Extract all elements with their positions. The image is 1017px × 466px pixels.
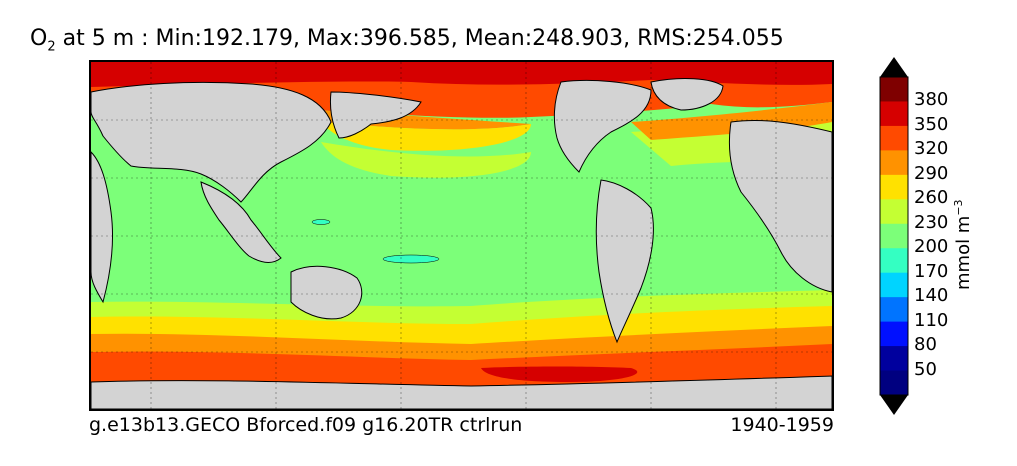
colorbar-under-triangle xyxy=(880,395,908,415)
colorbar-segment xyxy=(880,199,908,225)
low-o2-patch-pacific xyxy=(382,254,440,264)
land-greenland xyxy=(650,78,724,111)
title-subscript: 2 xyxy=(47,39,56,55)
band-south-350 xyxy=(481,366,638,382)
unit-exponent: −3 xyxy=(952,199,965,216)
colorbar-tick-label: 50 xyxy=(914,358,937,380)
colorbar-tick-label: 320 xyxy=(914,138,949,160)
low-o2-patch-west xyxy=(311,219,331,225)
colorbar-over-triangle xyxy=(880,57,908,77)
colorbar-tick-label: 380 xyxy=(914,89,949,111)
colorbar-segment xyxy=(880,125,908,151)
colorbar-tick-label: 290 xyxy=(914,162,949,184)
colorbar-tick-label: 260 xyxy=(914,187,949,209)
colorbar-segment xyxy=(880,346,908,372)
colorbar-segment xyxy=(880,101,908,127)
map-title: O2 at 5 m : Min:192.179, Max:396.585, Me… xyxy=(30,26,784,54)
run-name: g.e13b13.GECO Bforced.f09 g16.20TR ctrlr… xyxy=(89,414,523,436)
land-africa-west xyxy=(728,119,832,293)
colorbar-tick-label: 170 xyxy=(914,260,949,282)
unit-main: mmol m xyxy=(953,215,974,290)
colorbar-segment xyxy=(880,370,908,396)
colorbar-segment xyxy=(880,223,908,249)
colorbar-segment xyxy=(880,77,908,102)
colorbar-frame xyxy=(879,76,909,396)
colorbar-tick-label: 350 xyxy=(914,113,949,135)
colorbar-unit-label: mmol m−3 xyxy=(952,199,974,290)
land-africa-east xyxy=(91,151,114,304)
land-antarctica xyxy=(91,375,832,409)
colorbar-tick-label: 110 xyxy=(914,309,949,331)
band-npac-260 xyxy=(321,122,531,151)
colorbar xyxy=(879,57,909,415)
map-grid xyxy=(91,62,832,409)
land-east-asia xyxy=(330,91,422,139)
land-southeast-asia xyxy=(200,181,282,263)
colorbar-segment xyxy=(880,248,908,274)
map-panel xyxy=(89,60,834,411)
title-symbol: O xyxy=(30,26,48,51)
title-text: at 5 m : Min:192.179, Max:396.585, Mean:… xyxy=(55,26,784,51)
colorbar-segment xyxy=(880,297,908,323)
colorbar-tick-label: 80 xyxy=(914,334,937,356)
band-natl-290 xyxy=(631,102,832,140)
colorbar-segment xyxy=(880,174,908,200)
colorbar-tick-label: 230 xyxy=(914,211,949,233)
colorbar-tick-label: 140 xyxy=(914,285,949,307)
colorbar-segment xyxy=(880,150,908,176)
period: 1940-1959 xyxy=(730,414,834,436)
land-north-america xyxy=(553,79,652,173)
colorbar-segment xyxy=(880,321,908,347)
colorbar-segment xyxy=(880,272,908,298)
ocean-map xyxy=(91,62,832,409)
colorbar-tick-label: 200 xyxy=(914,236,949,258)
land-australia xyxy=(290,265,363,320)
band-npac-230 xyxy=(321,142,531,178)
